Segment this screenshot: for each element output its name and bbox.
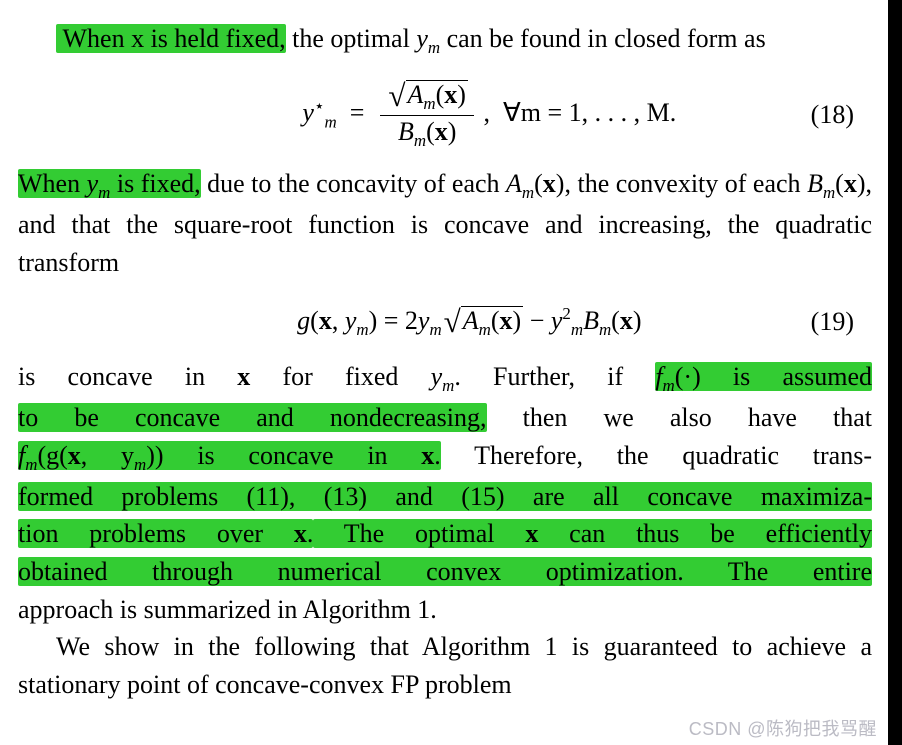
highlight-3: fm(·) is assumed (655, 362, 872, 391)
highlight-2: When ym is fixed, (18, 169, 201, 198)
eq18-number: (18) (811, 96, 872, 134)
highlight-8: The optimal x can thus be efficiently (313, 519, 872, 548)
paragraph-2: When ym is fixed, due to the concavity o… (18, 165, 872, 281)
highlight-7: tion problems over x. (18, 519, 313, 548)
text: Therefore, the quadratic trans- (441, 441, 872, 470)
text: due to the concavity of each (201, 169, 506, 198)
text: then we also have that (487, 403, 873, 432)
ym: ym (416, 24, 440, 53)
text: . Further, if (454, 362, 655, 391)
eq19-body: g(x, ym) = 2ymAm(x) − y2mBm(x) (128, 299, 811, 344)
paper-excerpt: When x is held fixed, the optimal ym can… (0, 0, 902, 745)
text: can be found in closed form as (440, 24, 766, 53)
text: for fixed (250, 362, 430, 391)
eq18-body: y⋆m = Am(x) Bm(x) , ∀m = 1, . . . , M. (168, 79, 811, 151)
text: is concave in (18, 362, 237, 391)
eq19-number: (19) (811, 303, 872, 341)
highlight-9: obtained through numerical convex optimi… (18, 557, 872, 586)
highlight-1: When x is held fixed, (56, 24, 286, 53)
Am: Am (506, 169, 534, 198)
text: We show in the following that Algorithm … (18, 632, 872, 699)
highlight-6: formed problems (11), (13) and (15) are … (18, 482, 872, 511)
text: the optimal (286, 24, 417, 53)
equation-19: g(x, ym) = 2ymAm(x) − y2mBm(x) (19) (18, 299, 872, 344)
text: approach is summarized in Algorithm 1. (18, 595, 437, 624)
watermark: CSDN @陈狗把我骂醒 (689, 716, 877, 742)
x-bold: x (237, 362, 250, 391)
x-bold: x (844, 169, 857, 198)
highlight-5: fm(g(x, ym)) is concave in x. (18, 441, 441, 470)
paragraph-3: is concave in x for fixed ym. Further, i… (18, 358, 872, 628)
paragraph-4: We show in the following that Algorithm … (18, 628, 872, 703)
paragraph-1: When x is held fixed, the optimal ym can… (18, 20, 872, 61)
ym: ym (431, 362, 455, 391)
highlight-4: to be concave and nondecreasing, (18, 403, 487, 432)
x-bold: x (543, 169, 556, 198)
equation-18: y⋆m = Am(x) Bm(x) , ∀m = 1, . . . , M. (… (18, 79, 872, 151)
text: , the convexity of each (564, 169, 807, 198)
Bm: Bm (807, 169, 835, 198)
